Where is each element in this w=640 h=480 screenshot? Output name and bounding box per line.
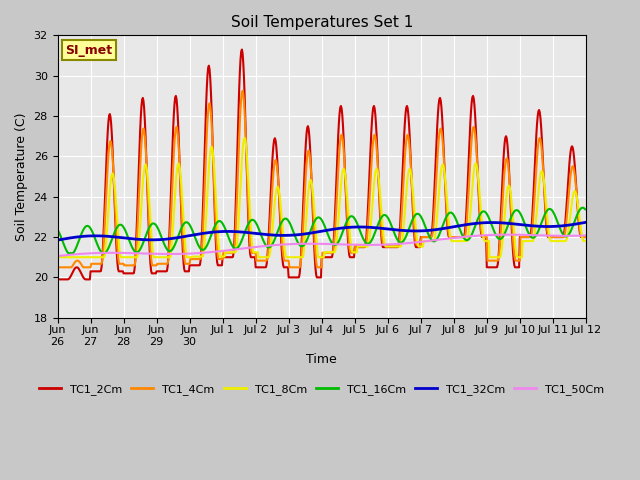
Y-axis label: Soil Temperature (C): Soil Temperature (C) bbox=[15, 112, 28, 241]
Text: SI_met: SI_met bbox=[65, 44, 113, 57]
X-axis label: Time: Time bbox=[307, 352, 337, 366]
Title: Soil Temperatures Set 1: Soil Temperatures Set 1 bbox=[230, 15, 413, 30]
Legend: TC1_2Cm, TC1_4Cm, TC1_8Cm, TC1_16Cm, TC1_32Cm, TC1_50Cm: TC1_2Cm, TC1_4Cm, TC1_8Cm, TC1_16Cm, TC1… bbox=[35, 380, 609, 399]
